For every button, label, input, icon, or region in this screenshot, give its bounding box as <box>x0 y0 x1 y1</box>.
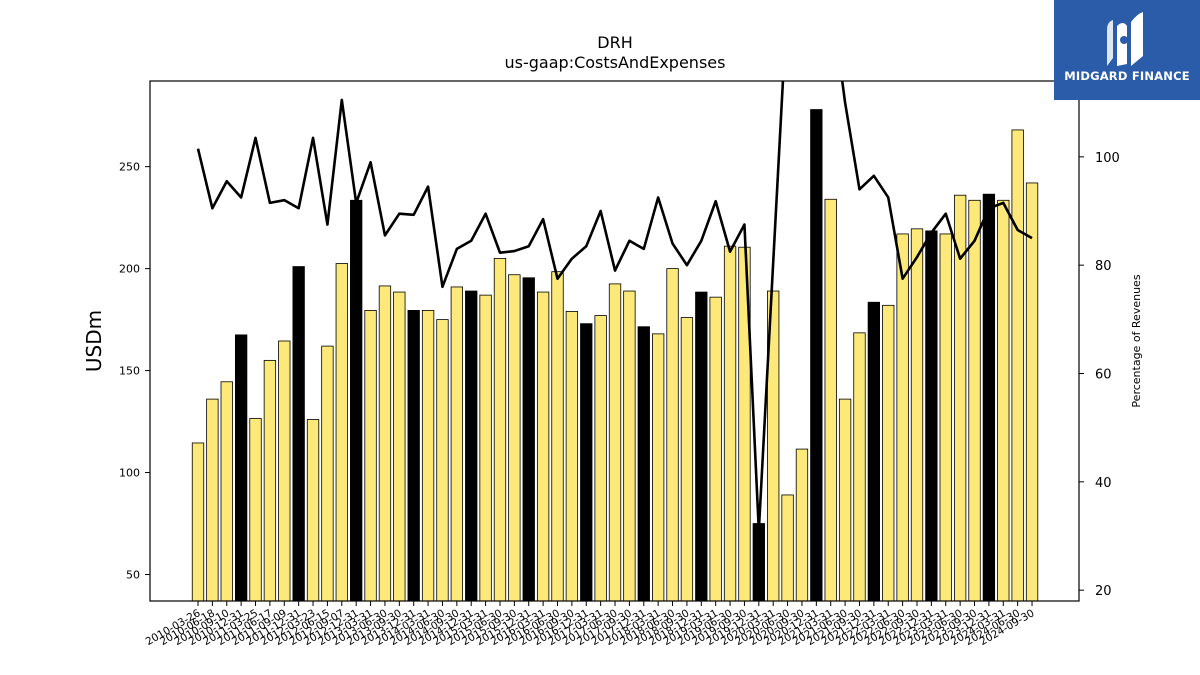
bar <box>997 199 1010 602</box>
y2-axis-label: Percentage of Revenues <box>1130 274 1143 407</box>
bar <box>364 310 377 602</box>
y-tick-label: 150 <box>119 365 140 378</box>
bar-highlight <box>867 301 881 602</box>
y2-tick-label: 100 <box>1095 151 1120 166</box>
bar <box>436 319 449 602</box>
line-series-group <box>196 81 1033 532</box>
y-tick-label: 250 <box>119 161 140 174</box>
bar <box>508 274 521 602</box>
bar <box>795 448 809 602</box>
bar <box>393 291 406 602</box>
bar <box>479 294 492 602</box>
bar <box>723 245 737 602</box>
bar <box>263 359 277 602</box>
midgard-logo-icon <box>1107 12 1143 66</box>
bar-series <box>191 109 1039 602</box>
logo-text: MIDGARD FINANCE <box>1064 69 1190 83</box>
bar <box>1025 182 1039 602</box>
bar <box>321 345 334 602</box>
bar <box>968 199 981 602</box>
bar <box>680 317 694 602</box>
bar <box>652 333 665 602</box>
bar-highlight <box>350 199 363 602</box>
bar <box>191 442 205 602</box>
bar <box>623 290 636 602</box>
bar <box>910 228 924 602</box>
chart-title: DRH <box>597 33 632 52</box>
y-axis-right: 20 40 60 80 100 <box>1079 151 1120 599</box>
bar <box>335 263 348 602</box>
bar <box>666 268 679 602</box>
bar <box>249 418 262 602</box>
bar <box>781 494 794 602</box>
chart-subtitle: us-gaap:CostsAndExpenses <box>505 53 726 72</box>
bar-highlight <box>580 323 593 602</box>
y-tick-label: 100 <box>119 467 140 480</box>
bar <box>709 296 722 602</box>
bar-highlight <box>810 109 823 602</box>
y-tick-label: 200 <box>119 263 140 276</box>
plot-frame <box>149 80 1080 602</box>
bar <box>608 283 622 602</box>
brand-logo: MIDGARD FINANCE <box>1054 0 1200 100</box>
bar <box>896 233 909 602</box>
bar <box>306 419 320 602</box>
bar <box>838 398 852 602</box>
bar-highlight <box>234 334 248 602</box>
bar <box>939 233 952 602</box>
revenue-percentage-line <box>196 81 1033 532</box>
bar <box>824 198 837 602</box>
bar-highlight <box>465 290 478 602</box>
bar-highlight <box>292 266 305 602</box>
bar-highlight <box>752 523 765 602</box>
bar <box>278 340 291 602</box>
bar <box>853 332 866 602</box>
bar <box>565 311 579 602</box>
bar <box>594 315 607 602</box>
bar-highlight <box>522 277 535 602</box>
bar <box>206 398 219 602</box>
y-tick-label: 50 <box>126 568 140 581</box>
y-axis-label: USDm <box>82 310 106 372</box>
bar <box>378 285 392 602</box>
bar <box>421 310 435 602</box>
bar-highlight <box>982 193 996 602</box>
bar-highlight <box>637 326 650 602</box>
bar <box>882 304 895 602</box>
x-axis: 2010-03-262010-06-182010-09-102010-12-31… <box>144 601 1037 648</box>
y-axis-left: 50 100 150 200 250 <box>119 161 150 581</box>
bar-highlight <box>695 291 708 602</box>
y2-tick-label: 20 <box>1095 584 1112 599</box>
bar <box>450 286 463 602</box>
y2-tick-label: 80 <box>1095 259 1112 274</box>
bar-highlight <box>407 310 420 602</box>
y2-tick-label: 40 <box>1095 476 1112 491</box>
bar <box>551 271 564 602</box>
bar <box>220 381 233 602</box>
bar <box>1011 129 1024 602</box>
y2-tick-label: 60 <box>1095 368 1112 383</box>
bar <box>493 258 507 602</box>
bar <box>536 291 550 602</box>
bar-highlight <box>925 230 938 602</box>
